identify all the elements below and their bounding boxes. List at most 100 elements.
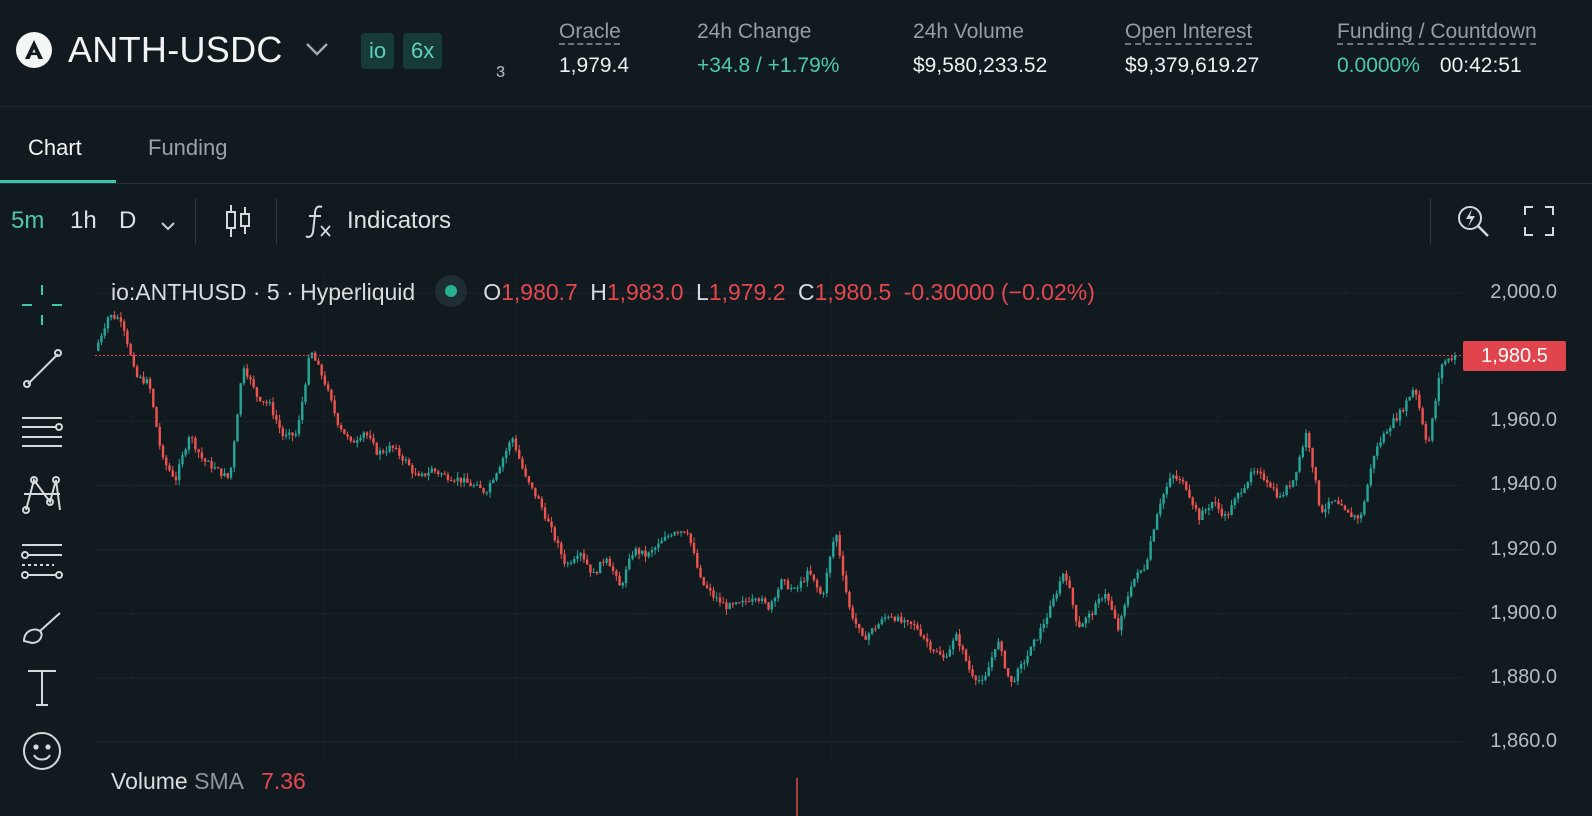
candle-body bbox=[220, 468, 223, 476]
candle-body bbox=[1450, 358, 1453, 360]
candle-body bbox=[139, 376, 142, 378]
candle-body bbox=[929, 641, 932, 650]
candle-body bbox=[433, 468, 437, 472]
candle-body bbox=[679, 531, 683, 533]
candle-body bbox=[184, 449, 187, 456]
candle-body bbox=[1120, 615, 1123, 631]
candle-body bbox=[987, 667, 990, 677]
candle-body bbox=[271, 402, 275, 416]
stat-label[interactable]: Funding / Countdown bbox=[1337, 20, 1537, 43]
candle-body bbox=[181, 455, 184, 465]
candle-body bbox=[692, 542, 696, 553]
candle-body bbox=[336, 413, 340, 426]
candle-body bbox=[1126, 596, 1130, 606]
interval-5m[interactable]: 5m bbox=[11, 207, 45, 234]
candle-body bbox=[479, 484, 482, 489]
volume-sma-value: 7.36 bbox=[261, 768, 306, 794]
candle-body bbox=[245, 368, 249, 377]
candle-body bbox=[951, 640, 955, 650]
function-icon[interactable] bbox=[304, 202, 334, 247]
candle-body bbox=[404, 459, 408, 461]
candle-body bbox=[517, 449, 521, 459]
candle-body bbox=[993, 649, 997, 658]
candle-body bbox=[919, 629, 922, 636]
candle-body bbox=[1408, 396, 1411, 401]
candle-body bbox=[602, 561, 605, 563]
candle-body bbox=[1340, 503, 1343, 506]
candle-body bbox=[1434, 400, 1437, 419]
candle-body bbox=[1185, 481, 1188, 490]
candle-body bbox=[1217, 502, 1220, 509]
candle-body bbox=[1440, 364, 1444, 379]
candlestick-type-icon[interactable] bbox=[223, 202, 253, 247]
candle-body bbox=[1201, 510, 1204, 521]
candle-body bbox=[304, 384, 307, 402]
chevron-down-icon[interactable] bbox=[304, 40, 330, 63]
candle-body bbox=[556, 540, 560, 544]
candle-body bbox=[1389, 427, 1392, 432]
candle-body bbox=[773, 597, 777, 602]
candle-body bbox=[297, 419, 301, 435]
horizontal-lines-icon[interactable] bbox=[18, 407, 66, 455]
quick-search-icon[interactable] bbox=[1455, 203, 1491, 246]
candle-body bbox=[174, 476, 178, 481]
symbol-label[interactable]: io:ANTHUSD · 5 · Hyperliquid bbox=[111, 279, 416, 306]
candle-body bbox=[683, 531, 686, 533]
candle-body bbox=[226, 473, 229, 478]
candle-body bbox=[498, 467, 501, 474]
ohlc-low: 1,979.2 bbox=[708, 279, 786, 306]
candle-body bbox=[213, 467, 217, 469]
candle-body bbox=[709, 587, 712, 591]
trend-line-icon[interactable] bbox=[18, 344, 66, 392]
candle-body bbox=[1272, 487, 1275, 489]
stat-label[interactable]: Open Interest bbox=[1125, 20, 1253, 43]
candle-body bbox=[239, 383, 242, 415]
candle-body bbox=[152, 388, 155, 408]
candle-body bbox=[362, 432, 365, 438]
candle-body bbox=[851, 607, 854, 619]
candle-body bbox=[968, 660, 971, 670]
candle-body bbox=[744, 600, 748, 602]
pair-name[interactable]: ANTH-USDC bbox=[68, 29, 283, 70]
interval-1h[interactable]: 1h bbox=[70, 207, 97, 234]
candle-body bbox=[330, 389, 333, 401]
indicators-button[interactable]: Indicators bbox=[347, 207, 452, 234]
candle-body bbox=[760, 598, 764, 601]
candle-body bbox=[867, 633, 871, 640]
emoji-icon[interactable] bbox=[18, 727, 66, 775]
text-icon[interactable] bbox=[18, 663, 66, 711]
candle-body bbox=[547, 518, 550, 522]
candle-body bbox=[1181, 479, 1185, 482]
candle-body bbox=[1019, 663, 1023, 669]
candle-body bbox=[1259, 471, 1262, 474]
candle-body bbox=[1023, 663, 1026, 665]
candle-body bbox=[1006, 668, 1010, 676]
candle-body bbox=[1453, 355, 1457, 360]
candle-body bbox=[119, 317, 123, 322]
pattern-icon[interactable] bbox=[18, 470, 66, 518]
price-axis-label: 2,000.0 bbox=[1490, 281, 1557, 303]
interval-dropdown-icon[interactable] bbox=[158, 212, 178, 240]
candle-body bbox=[1285, 485, 1288, 496]
candle-body bbox=[848, 591, 851, 608]
tab-funding[interactable]: Funding bbox=[148, 135, 228, 160]
brush-icon[interactable] bbox=[18, 603, 66, 651]
candle-body bbox=[307, 357, 310, 385]
candle-body bbox=[1068, 580, 1071, 589]
fib-icon[interactable] bbox=[18, 537, 66, 585]
candle-body bbox=[1405, 400, 1408, 412]
candle-body bbox=[1142, 569, 1146, 571]
candle-body bbox=[1081, 623, 1084, 628]
candle-body bbox=[1207, 508, 1211, 510]
interval-d[interactable]: D bbox=[119, 207, 137, 234]
crosshair-icon[interactable] bbox=[18, 281, 66, 329]
candle-body bbox=[1159, 503, 1162, 515]
stat-label[interactable]: Oracle bbox=[559, 20, 621, 43]
tab-chart[interactable]: Chart bbox=[28, 135, 82, 160]
candle-body bbox=[783, 579, 786, 581]
chart-legend: io:ANTHUSD · 5 · Hyperliquid O1,980.7 H1,… bbox=[111, 275, 1095, 310]
fullscreen-icon[interactable] bbox=[1523, 205, 1555, 244]
candle-body bbox=[233, 441, 236, 468]
candle-body bbox=[1236, 492, 1240, 499]
candle-body bbox=[786, 580, 790, 590]
